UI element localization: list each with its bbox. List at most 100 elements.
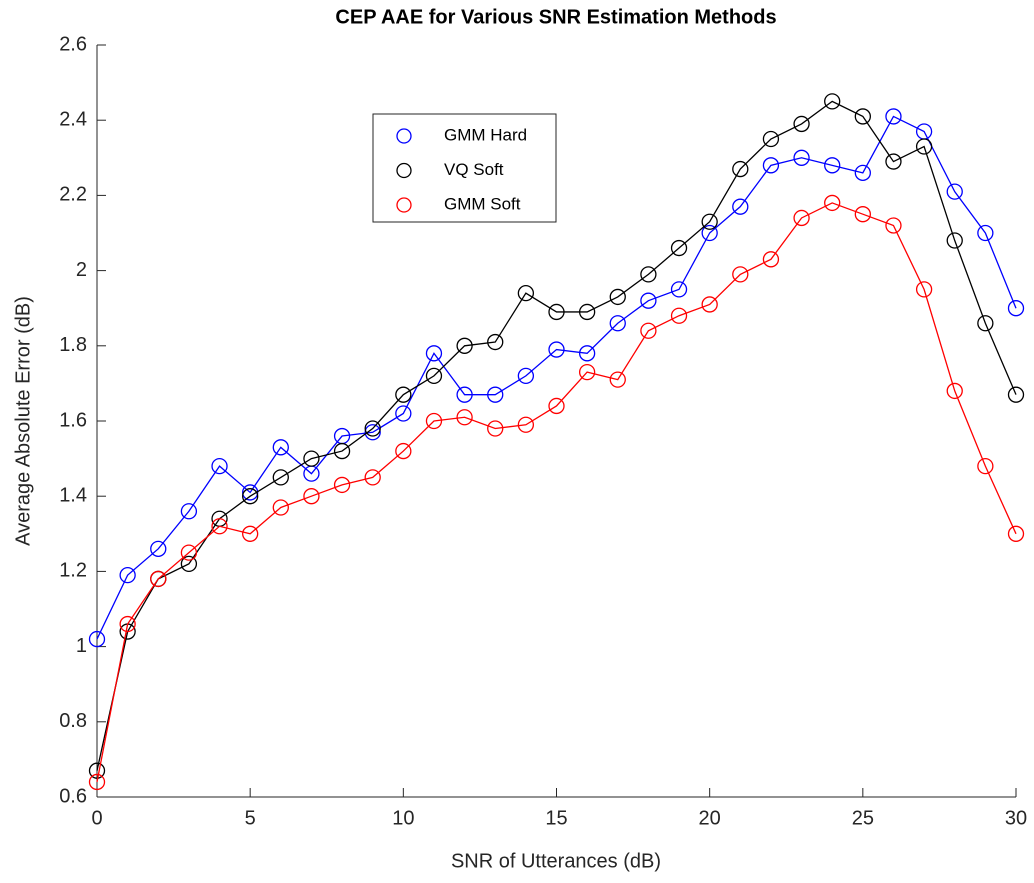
data-point (915, 281, 933, 298)
data-point (425, 345, 443, 362)
y-tick-label: 1.6 (59, 409, 87, 431)
data-point (517, 285, 535, 302)
data-point (395, 405, 412, 422)
data-point (88, 630, 106, 648)
data-point (732, 198, 749, 215)
data-point (456, 386, 473, 403)
data-point (180, 555, 198, 573)
data-point (670, 307, 688, 324)
data-point (1007, 525, 1025, 542)
data-point (364, 469, 381, 486)
x-tick-label: 20 (699, 807, 721, 829)
data-point (732, 266, 749, 283)
series-line (96, 202, 1017, 783)
y-tick-label: 1.8 (59, 334, 87, 356)
data-point (885, 217, 902, 234)
data-point (487, 386, 504, 403)
data-point (242, 488, 259, 505)
series-line (96, 115, 1017, 640)
legend (372, 113, 557, 223)
legend-marker (396, 162, 412, 179)
data-point (578, 363, 596, 381)
data-point (609, 315, 626, 332)
x-axis-label: SNR of Utterances (dB) (451, 850, 661, 872)
x-tick-label: 25 (852, 807, 874, 829)
data-point (1007, 386, 1025, 403)
data-point (732, 160, 749, 178)
chart-title: CEP AAE for Various SNR Estimation Metho… (335, 6, 776, 28)
x-tick-label: 5 (245, 807, 256, 829)
data-point (303, 488, 320, 505)
data-point (578, 303, 596, 321)
data-point (701, 296, 718, 313)
data-point (793, 115, 810, 133)
data-point (793, 209, 810, 227)
x-tick-label: 10 (392, 807, 414, 829)
data-point (977, 315, 994, 332)
data-point (977, 224, 994, 242)
data-point (824, 194, 841, 212)
data-point (762, 130, 780, 148)
data-point (854, 164, 871, 181)
data-point (977, 457, 994, 475)
data-point (640, 322, 657, 339)
data-point (211, 518, 228, 535)
y-tick-label: 1 (76, 635, 87, 657)
data-point (609, 371, 626, 388)
data-point (150, 540, 167, 557)
data-point (425, 367, 443, 385)
data-point (119, 567, 136, 584)
data-point (364, 424, 381, 441)
y-tick-label: 1.2 (59, 560, 87, 582)
x-tick-label: 30 (1005, 807, 1027, 829)
data-point (946, 183, 963, 200)
data-point (180, 503, 198, 520)
data-point (487, 333, 504, 351)
data-point (609, 288, 626, 306)
series-line (96, 100, 1017, 771)
legend-label: GMM Soft (444, 194, 521, 213)
data-point (670, 239, 688, 257)
legend-label: VQ Soft (444, 160, 504, 179)
data-point (548, 341, 565, 358)
data-point (670, 281, 688, 298)
data-point (885, 153, 902, 170)
data-point (333, 442, 351, 460)
data-point (915, 138, 933, 155)
y-tick-label: 2 (76, 259, 87, 281)
data-point (395, 386, 412, 403)
data-point (517, 367, 535, 385)
y-tick-label: 2.2 (59, 184, 87, 206)
data-point (762, 157, 780, 174)
data-point (793, 149, 810, 166)
y-tick-label: 0.6 (59, 785, 87, 807)
data-point (578, 345, 596, 362)
data-point (211, 457, 228, 475)
legend-marker (396, 128, 412, 144)
data-point (395, 442, 412, 460)
data-point (272, 469, 289, 486)
legend-marker (396, 197, 412, 213)
legend-label: GMM Hard (444, 125, 527, 144)
data-point (88, 773, 106, 791)
data-point (456, 409, 473, 426)
data-point (640, 292, 657, 309)
y-tick-label: 2.4 (59, 108, 87, 130)
data-point (1007, 300, 1025, 317)
data-point (425, 412, 443, 430)
data-point (180, 544, 198, 561)
data-point (242, 484, 259, 501)
data-point (548, 397, 565, 415)
data-point (701, 213, 718, 230)
data-point (946, 382, 963, 400)
y-tick-label: 0.8 (59, 710, 87, 732)
data-point (885, 108, 902, 125)
data-point (517, 416, 535, 433)
data-point (272, 499, 289, 516)
data-point (119, 615, 136, 633)
y-axis-label: Average Absolute Error (dB) (12, 296, 34, 546)
data-point (548, 303, 565, 321)
x-tick-label: 0 (91, 807, 102, 829)
